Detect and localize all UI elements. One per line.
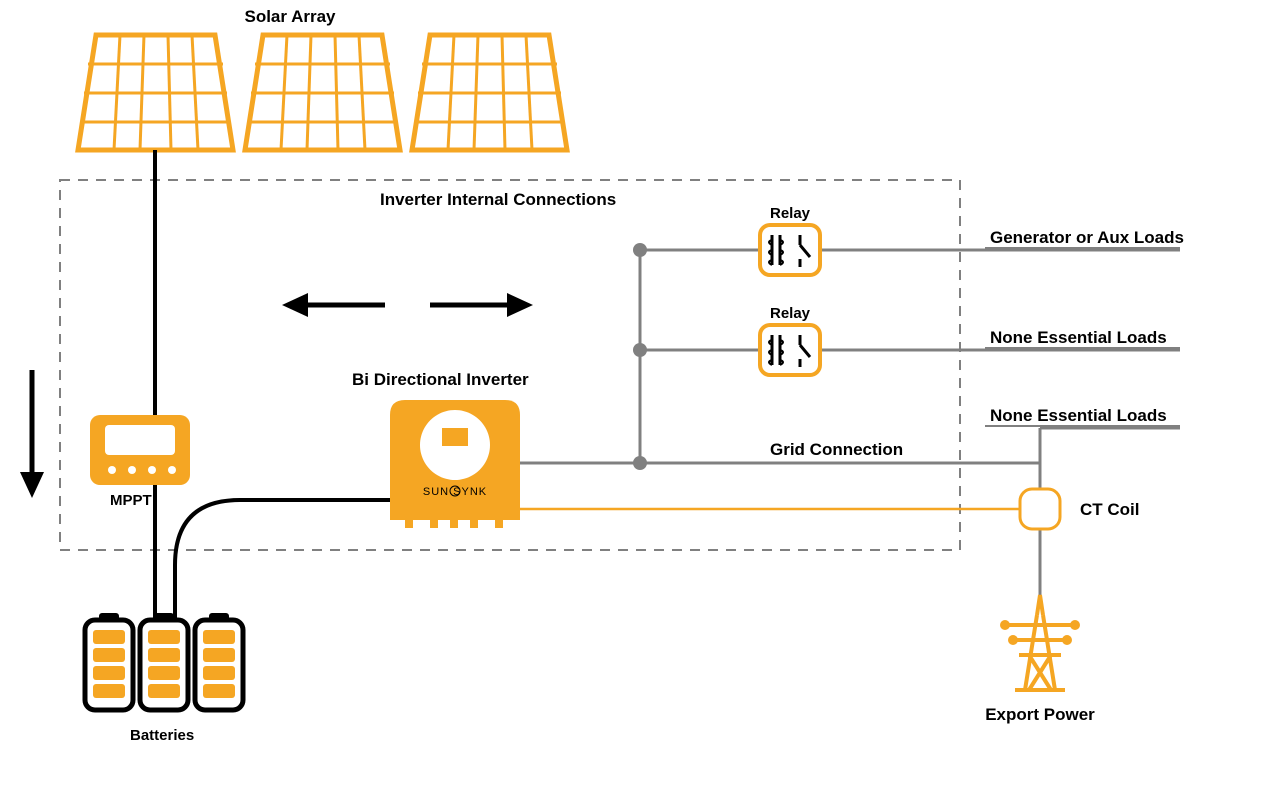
- mppt-icon: [90, 415, 190, 485]
- solar-array-label: Solar Array: [244, 7, 336, 26]
- inverter-icon: SUN SYNK: [390, 400, 520, 528]
- relay2-icon: [760, 325, 820, 375]
- bus-node: [633, 243, 647, 257]
- gen-label: Generator or Aux Loads: [990, 228, 1184, 247]
- mppt-label: MPPT: [110, 492, 152, 509]
- bus-node: [633, 456, 647, 470]
- batteries-label: Batteries: [130, 727, 194, 744]
- ctcoil-icon: [1020, 489, 1060, 529]
- solar-array: [78, 35, 567, 150]
- down-arrow-icon: [20, 370, 44, 498]
- bus-node: [633, 343, 647, 357]
- wire-inverter-batteries: [175, 500, 390, 620]
- tower-icon: [1002, 595, 1078, 690]
- bidir-arrow-icon: [282, 293, 533, 317]
- relay1-label: Relay: [770, 205, 811, 222]
- relay2-label: Relay: [770, 305, 811, 322]
- none2-label: None Essential Loads: [990, 406, 1167, 425]
- none1-label: None Essential Loads: [990, 328, 1167, 347]
- batteries: [85, 613, 243, 710]
- ct-label: CT Coil: [1080, 500, 1140, 519]
- grid-label: Grid Connection: [770, 440, 903, 459]
- internal-label: Inverter Internal Connections: [380, 190, 616, 209]
- export-label: Export Power: [985, 705, 1095, 724]
- inverter-label: Bi Directional Inverter: [352, 370, 529, 389]
- relay1-icon: [760, 225, 820, 275]
